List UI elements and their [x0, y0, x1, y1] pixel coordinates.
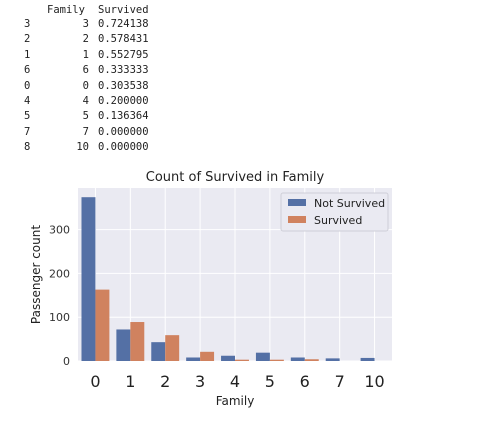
bar-survived-1	[130, 322, 145, 361]
bar-not-survived-10	[360, 357, 375, 361]
family-value: 4	[82, 95, 89, 107]
survived-value: 0.333333	[98, 64, 149, 77]
bar-not-survived-1	[116, 329, 131, 361]
bar-survived-2	[165, 335, 180, 361]
x-tick-label: 4	[230, 372, 240, 391]
x-tick-label: 7	[335, 372, 345, 391]
bar-not-survived-2	[151, 342, 166, 361]
bar-chart: 0 100 200 300 0 1 2 3 4 5 6 7 10 Count of Survived …	[29, 170, 392, 408]
y-axis-label: Passenger count	[29, 225, 43, 324]
row-index: 7	[24, 125, 31, 138]
row-index: 3	[24, 18, 31, 30]
column-header-family: Family	[47, 4, 85, 16]
bar-survived-5	[269, 359, 284, 361]
row-index: 8	[24, 141, 31, 154]
survived-value: 0.000000	[98, 141, 149, 154]
family-value: 0	[82, 79, 89, 92]
legend-swatch	[288, 199, 306, 206]
family-value: 2	[82, 33, 89, 46]
y-tick-label: 0	[63, 355, 70, 368]
y-tick-label: 200	[49, 267, 70, 280]
y-tick-labels: 0 100 200 300	[49, 224, 70, 368]
bar-not-survived-3	[186, 357, 201, 361]
x-tick-label: 2	[160, 372, 170, 391]
x-tick-label: 10	[364, 372, 384, 391]
row-index: 5	[24, 110, 31, 123]
y-tick-label: 300	[49, 224, 70, 237]
y-tick-label: 100	[49, 311, 70, 324]
family-value: 3	[82, 18, 89, 30]
row-index: 1	[24, 48, 31, 61]
survived-value: 0.000000	[98, 125, 149, 138]
survived-value: 0.200000	[98, 95, 149, 107]
x-tick-labels: 0 1 2 3 4 5 6 7 10	[90, 372, 384, 391]
bars	[81, 197, 375, 361]
legend-label: Not Survived	[314, 197, 385, 210]
survived-value: 0.578431	[98, 33, 149, 46]
x-tick-label: 1	[125, 372, 135, 391]
bar-survived-4	[235, 359, 249, 361]
x-axis-label: Family	[216, 394, 255, 408]
legend-box	[280, 192, 389, 232]
bar-survived-6	[304, 359, 319, 361]
x-tick-label: 5	[265, 372, 275, 391]
family-value: 6	[82, 64, 89, 77]
family-value: 1	[82, 48, 89, 61]
bar-not-survived-0	[81, 197, 96, 361]
row-index: 2	[24, 33, 31, 46]
bar-not-survived-7	[325, 358, 340, 361]
x-tick-label: 0	[90, 372, 100, 391]
legend-swatch	[288, 216, 306, 223]
chart-title: Count of Survived in Family	[146, 170, 325, 185]
family-value: 10	[76, 141, 89, 154]
survived-value: 0.303538	[98, 79, 149, 92]
x-tick-label: 6	[300, 372, 310, 391]
bar-survived-3	[200, 351, 215, 361]
bar-not-survived-5	[255, 352, 270, 361]
row-index: 6	[24, 64, 31, 77]
x-tick-label: 3	[195, 372, 205, 391]
row-index: 4	[24, 95, 31, 107]
bar-not-survived-6	[290, 357, 305, 361]
output-cell: Family Survived 3 3 0.724138 2 2 0.578431 1 1 0.…	[0, 0, 484, 158]
bar-not-survived-4	[221, 355, 235, 361]
legend: Not Survived Survived	[280, 192, 389, 232]
family-value: 7	[82, 125, 89, 138]
survived-value: 0.724138	[98, 18, 149, 30]
bar-survived-0	[95, 289, 110, 361]
row-index: 0	[24, 79, 31, 92]
legend-label: Survived	[314, 214, 362, 227]
column-header-survived: Survived	[98, 4, 149, 16]
survived-value: 0.552795	[98, 48, 149, 61]
family-value: 5	[82, 110, 89, 123]
survived-value: 0.136364	[98, 110, 149, 123]
